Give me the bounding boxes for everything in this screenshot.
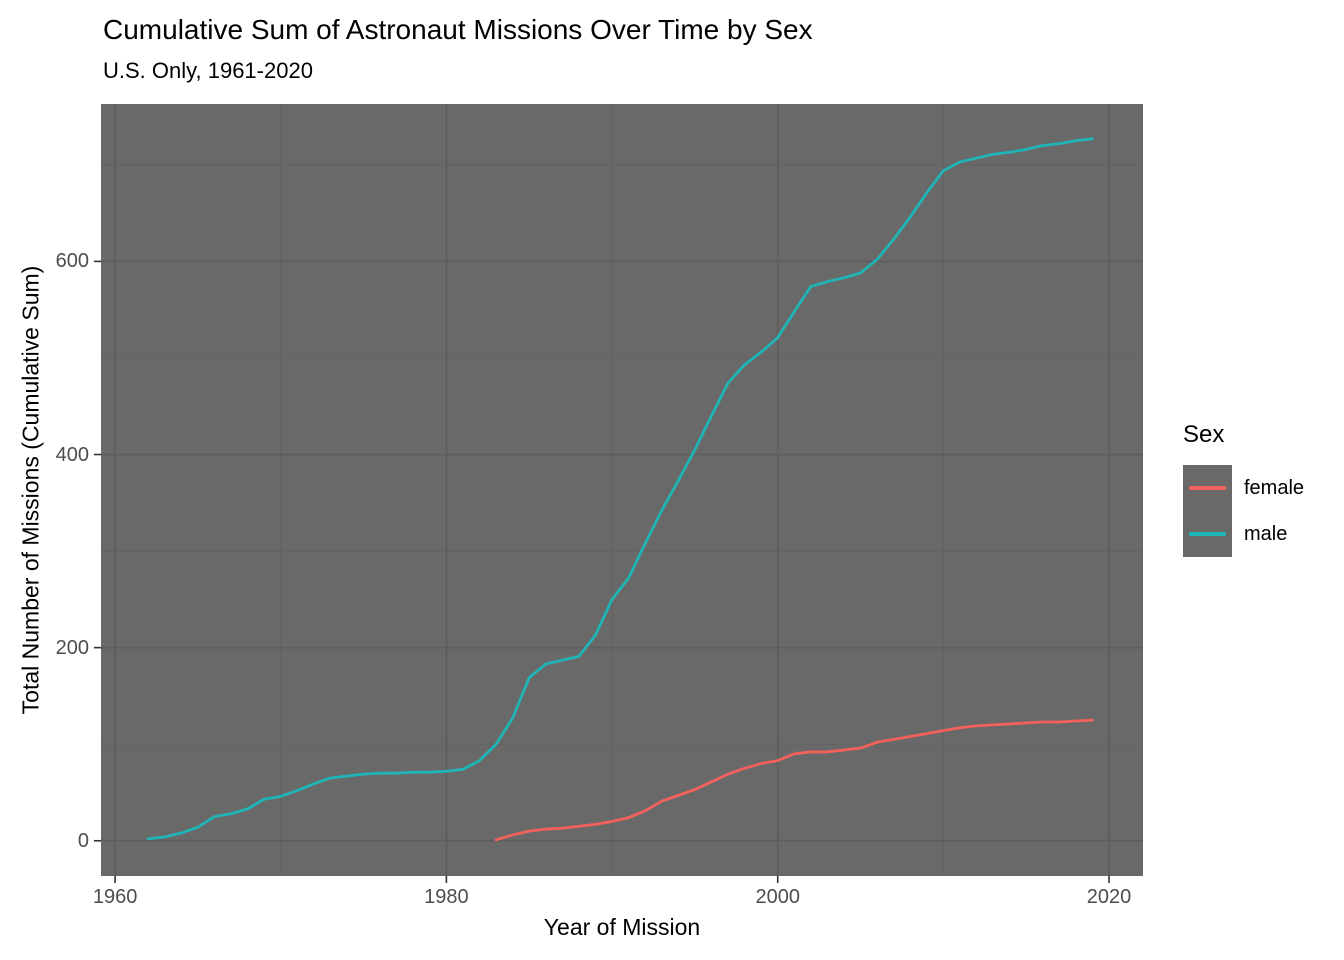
x-tick-label: 2020: [1086, 886, 1132, 908]
legend-label-female: female: [1244, 477, 1305, 499]
x-axis-title: Year of Mission: [543, 914, 701, 940]
series-line-female: [494, 718, 1094, 842]
y-tick-label: 0: [77, 829, 89, 852]
y-tick-label: 400: [55, 443, 89, 466]
x-tick-label: 2000: [755, 886, 800, 908]
series-line-male: [146, 137, 1094, 841]
chart-subtitle: U.S. Only, 1961-2020: [103, 58, 313, 83]
panel-background: [101, 104, 1143, 876]
legend-swatch-female: [1189, 486, 1226, 490]
plot-area-svg: [94, 104, 1143, 883]
legend-key-box: [1183, 465, 1232, 557]
y-axis-title: Total Number of Missions (Cumulative Sum…: [17, 265, 44, 715]
y-tick-label: 600: [55, 250, 89, 273]
y-tick-label: 200: [55, 636, 89, 659]
plot-panel: [94, 104, 1143, 883]
legend-swatch-male: [1189, 532, 1226, 536]
x-tick-label: 1960: [92, 886, 138, 908]
chart-title: Cumulative Sum of Astronaut Missions Ove…: [103, 14, 813, 45]
x-tick-label: 1980: [424, 886, 469, 908]
legend-label-male: male: [1244, 523, 1288, 545]
legend-title: Sex: [1183, 421, 1225, 448]
